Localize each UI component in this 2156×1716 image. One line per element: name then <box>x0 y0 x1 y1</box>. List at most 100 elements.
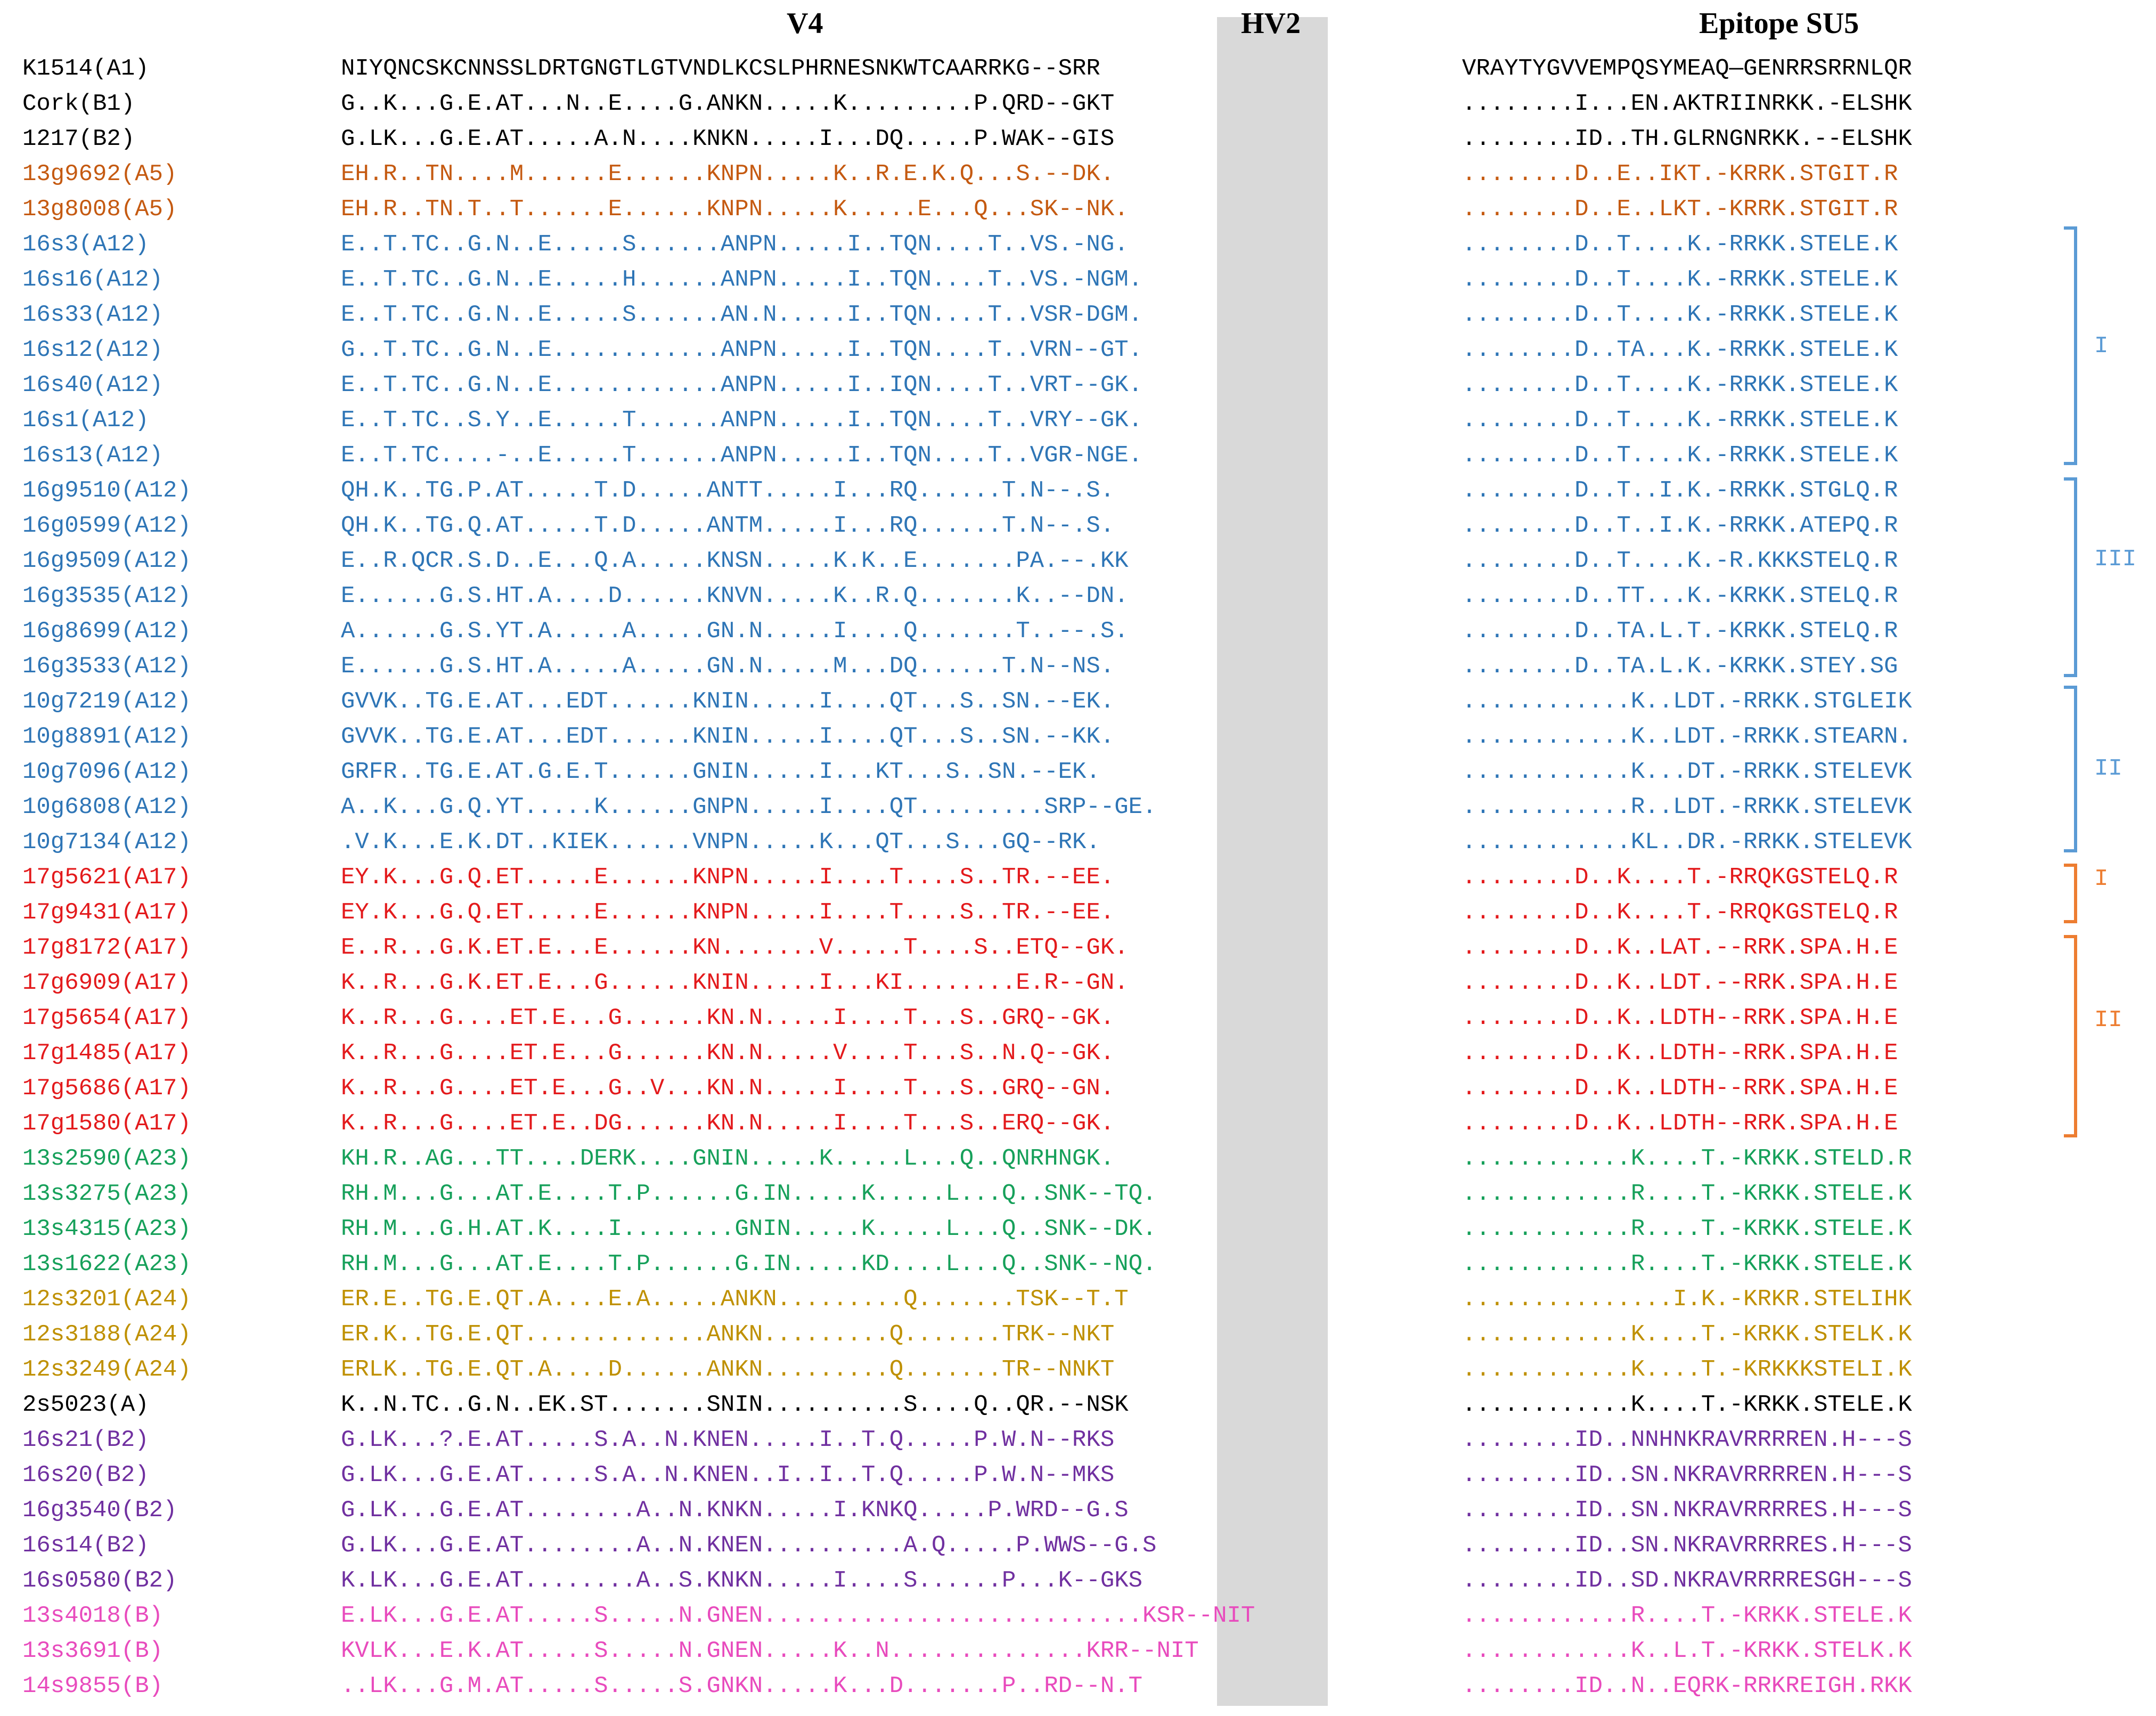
v4-sequence: RH.M...G...AT.E....T.P......G.IN.....K..… <box>341 1181 1157 1207</box>
sequence-name: 10g7219(A12) <box>22 688 191 715</box>
epitope-sequence: ........D..K..LDTH--RRK.SPA.H.E <box>1462 1005 1898 1031</box>
v4-sequence: E..T.TC....-..E.....T......ANPN.....I..T… <box>341 442 1143 469</box>
v4-sequence: G.LK...G.E.AT.....S.A..N.KNEN..I..I..T.Q… <box>341 1462 1115 1489</box>
epitope-sequence: ............K..L.T.-KRKK.STELK.K <box>1462 1638 1912 1664</box>
sequence-name: 17g1580(A17) <box>22 1110 191 1137</box>
sequence-name: 13s1622(A23) <box>22 1251 191 1278</box>
v4-sequence: E..T.TC..G.N..E.....S......ANPN.....I..T… <box>341 231 1129 258</box>
v4-sequence: KH.R..AG...TT....DERK....GNIN.....K.....… <box>341 1145 1115 1172</box>
clade-label-a12-i: I <box>2094 333 2109 360</box>
bracket-a17-i <box>2064 864 2077 923</box>
sequence-name: 16s1(A12) <box>22 407 149 434</box>
hv2-highlight-column <box>1217 17 1328 1706</box>
v4-sequence: K..R...G....ET.E..DG......KN.N.....I....… <box>341 1110 1115 1137</box>
sequence-name: 17g1485(A17) <box>22 1040 191 1067</box>
v4-sequence: E..R.QCR.S.D..E...Q.A.....KNSN.....K.K..… <box>341 548 1129 574</box>
sequence-name: 16s16(A12) <box>22 266 164 293</box>
epitope-sequence: ........D..TA.L.T.-KRKK.STELQ.R <box>1462 618 1898 645</box>
epitope-sequence: ........ID..SD.NKRAVRRRRESGH---S <box>1462 1567 1912 1594</box>
clade-label-a17-ii: II <box>2094 1007 2122 1034</box>
epitope-sequence: ........ID..TH.GLRNGNRKK.--ELSHK <box>1462 126 1912 152</box>
header-epitope-su5: Epitope SU5 <box>1699 7 1859 40</box>
header-hv2: HV2 <box>1241 7 1301 40</box>
sequence-name: 10g7096(A12) <box>22 759 191 785</box>
epitope-sequence: ........D..K..LDTH--RRK.SPA.H.E <box>1462 1075 1898 1102</box>
sequence-name: 17g8172(A17) <box>22 934 191 961</box>
v4-sequence: EH.R..TN....M......E......KNPN.....K..R.… <box>341 161 1115 188</box>
v4-sequence: EY.K...G.Q.ET.....E......KNPN.....I....T… <box>341 899 1115 926</box>
v4-sequence: RH.M...G...AT.E....T.P......G.IN.....KD.… <box>341 1251 1157 1278</box>
v4-sequence: K..R...G.K.ET.E...G......KNIN.....I...KI… <box>341 970 1129 996</box>
epitope-sequence: ...............I.K.-KRKR.STELIHK <box>1462 1286 1912 1313</box>
epitope-sequence: ........D..T..I.K.-RRKK.STGLQ.R <box>1462 477 1898 504</box>
epitope-sequence: ............R..LDT.-RRKK.STELEVK <box>1462 794 1912 820</box>
v4-sequence: EH.R..TN.T..T......E......KNPN.....K....… <box>341 196 1129 223</box>
sequence-name: 16g3533(A12) <box>22 653 191 680</box>
sequence-name: 10g7134(A12) <box>22 829 191 856</box>
v4-sequence: KVLK...E.K.AT.....S.....N.GNEN.....K..N.… <box>341 1638 1199 1664</box>
v4-sequence: E.LK...G.E.AT.....S.....N.GNEN..........… <box>341 1603 1255 1629</box>
epitope-sequence: ............K....T.-KRKK.STELE.K <box>1462 1392 1912 1418</box>
v4-sequence: E..T.TC..G.N..E............ANPN.....I..I… <box>341 372 1143 398</box>
clade-label-a12-iii: III <box>2094 546 2137 573</box>
epitope-sequence: ............K...DT.-RRKK.STELEVK <box>1462 759 1912 785</box>
v4-sequence: E..T.TC..G.N..E.....H......ANPN.....I..T… <box>341 266 1143 293</box>
epitope-sequence: ........D..TA...K.-RRKK.STELE.K <box>1462 337 1898 363</box>
sequence-name: 13g9692(A5) <box>22 161 177 188</box>
epitope-sequence: ............K....T.-KRKKKSTELI.K <box>1462 1356 1912 1383</box>
epitope-sequence: ........D..T....K.-R.KKKSTELQ.R <box>1462 548 1898 574</box>
v4-sequence: EY.K...G.Q.ET.....E......KNPN.....I....T… <box>341 864 1115 891</box>
v4-sequence: GVVK..TG.E.AT...EDT......KNIN.....I....Q… <box>341 688 1115 715</box>
bracket-a12-iii <box>2064 477 2077 677</box>
epitope-sequence: ........D..T....K.-RRKK.STELE.K <box>1462 442 1898 469</box>
sequence-name: 16g8699(A12) <box>22 618 191 645</box>
sequence-name: 17g5654(A17) <box>22 1005 191 1031</box>
epitope-sequence: ............K..LDT.-RRKK.STGLEIK <box>1462 688 1912 715</box>
epitope-sequence: ........D..K....T.-RRQKGSTELQ.R <box>1462 864 1898 891</box>
sequence-name: 16s14(B2) <box>22 1532 149 1559</box>
v4-sequence: G.LK...?.E.AT.....S.A..N.KNEN.....I..T.Q… <box>341 1427 1115 1453</box>
epitope-sequence: ........D..K..LDTH--RRK.SPA.H.E <box>1462 1110 1898 1137</box>
sequence-name: 16g0599(A12) <box>22 513 191 539</box>
epitope-sequence: ........D..T....K.-RRKK.STELE.K <box>1462 231 1898 258</box>
sequence-name: 16s40(A12) <box>22 372 164 398</box>
epitope-sequence: ............K....T.-KRKK.STELK.K <box>1462 1321 1912 1348</box>
v4-sequence: A......G.S.YT.A.....A.....GN.N.....I....… <box>341 618 1129 645</box>
v4-sequence: QH.K..TG.Q.AT.....T.D.....ANTM.....I...R… <box>341 513 1115 539</box>
clade-label-a17-i: I <box>2094 866 2109 892</box>
v4-sequence: E..T.TC..S.Y..E.....T......ANPN.....I..T… <box>341 407 1143 434</box>
v4-sequence: QH.K..TG.P.AT.....T.D.....ANTT.....I...R… <box>341 477 1115 504</box>
sequence-name: 16s12(A12) <box>22 337 164 363</box>
epitope-sequence: VRAYTYGVVEMPQSYMEAQ—GENRRSRRNLQR <box>1462 55 1912 82</box>
bracket-a17-ii <box>2064 935 2077 1137</box>
sequence-name: 16s21(B2) <box>22 1427 149 1453</box>
v4-sequence: K..R...G....ET.E...G......KN.N.....I....… <box>341 1005 1115 1031</box>
v4-sequence: GRFR..TG.E.AT.G.E.T......GNIN.....I...KT… <box>341 759 1100 785</box>
sequence-name: 16g3540(B2) <box>22 1497 177 1524</box>
epitope-sequence: ........D..T....K.-RRKK.STELE.K <box>1462 302 1898 328</box>
v4-sequence: E..R...G.K.ET.E...E......KN.......V.....… <box>341 934 1129 961</box>
v4-sequence: ER.E..TG.E.QT.A....E.A.....ANKN.........… <box>341 1286 1129 1313</box>
epitope-sequence: ........D..K..LDT.--RRK.SPA.H.E <box>1462 970 1898 996</box>
v4-sequence: RH.M...G.H.AT.K....I........GNIN.....K..… <box>341 1216 1157 1242</box>
epitope-sequence: ............K..LDT.-RRKK.STEARN. <box>1462 723 1912 750</box>
sequence-name: K1514(A1) <box>22 55 149 82</box>
epitope-sequence: ........D..K..LDTH--RRK.SPA.H.E <box>1462 1040 1898 1067</box>
v4-sequence: A..K...G.Q.YT.....K......GNPN.....I....Q… <box>341 794 1157 820</box>
epitope-sequence: ........ID..N..EQRK-RRKREIGH.RKK <box>1462 1673 1912 1699</box>
sequence-name: 13s2590(A23) <box>22 1145 191 1172</box>
sequence-name: 14s9855(B) <box>22 1673 164 1699</box>
sequence-name: 16s3(A12) <box>22 231 149 258</box>
sequence-name: 10g6808(A12) <box>22 794 191 820</box>
epitope-sequence: ............R....T.-KRKK.STELE.K <box>1462 1603 1912 1629</box>
sequence-name: 17g5686(A17) <box>22 1075 191 1102</box>
sequence-name: 10g8891(A12) <box>22 723 191 750</box>
sequence-name: 12s3249(A24) <box>22 1356 191 1383</box>
epitope-sequence: ........D..E..IKT.-KRRK.STGIT.R <box>1462 161 1898 188</box>
epitope-sequence: ............KL..DR.-RRKK.STELEVK <box>1462 829 1912 856</box>
v4-sequence: E......G.S.HT.A....D......KNVN.....K..R.… <box>341 583 1129 609</box>
epitope-sequence: ............K....T.-KRKK.STELD.R <box>1462 1145 1912 1172</box>
v4-sequence: ER.K..TG.E.QT.............ANKN.........Q… <box>341 1321 1115 1348</box>
